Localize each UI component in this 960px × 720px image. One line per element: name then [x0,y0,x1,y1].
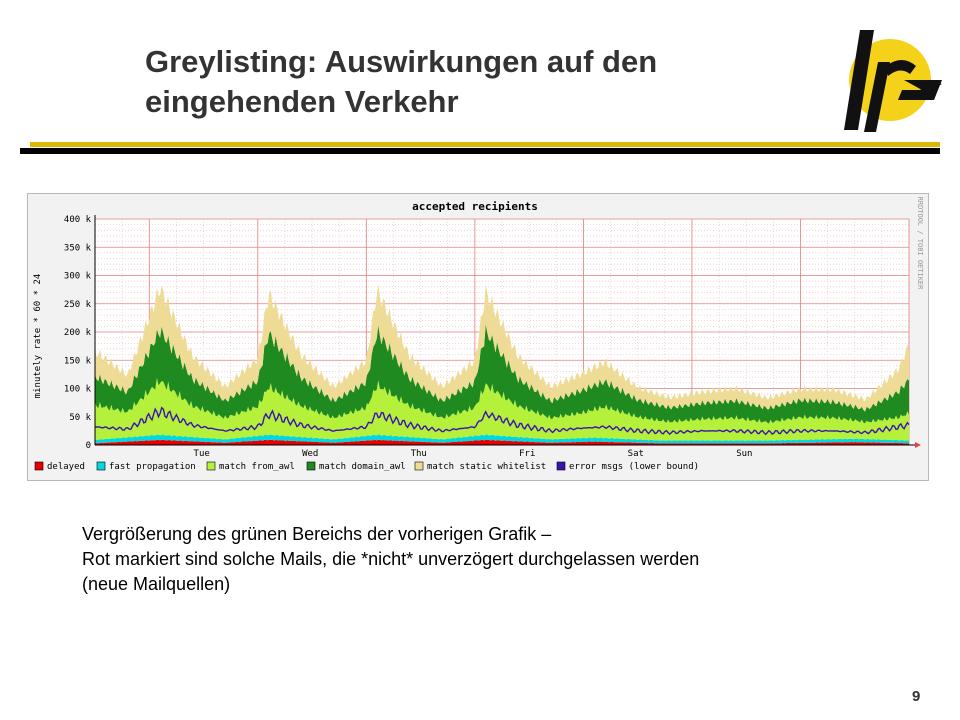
logo-z-diagonal [904,82,942,100]
slide-caption: Vergrößerung des grünen Bereichs der vor… [82,522,912,597]
title-rule-gold [30,142,940,147]
series-line-error-msgs [94,406,910,436]
caption-line-3: (neue Mailquellen) [82,574,231,594]
slide-title: Greylisting: Auswirkungen auf den eingeh… [145,42,805,122]
x-axis-arrow [915,442,921,448]
x-tick-label: Sun [736,449,752,459]
y-tick-label: 0 [86,441,91,451]
x-tick-label: Sat [628,449,644,459]
x-tick-label: Thu [411,449,427,459]
title-line-2: eingehenden Verkehr [145,84,459,119]
caption-line-1: Vergrößerung des grünen Bereichs der vor… [82,524,552,544]
y-tick-label: 100 k [64,385,92,395]
legend-label: fast propagation [109,462,196,472]
caption-line-2: Rot markiert sind solche Mails, die *nic… [82,549,700,569]
series-area-delayed [95,439,909,445]
accepted-recipients-chart: 0 50 k 100 k 150 k 200 k 250 k 300 k 350 k 400 k… [27,193,929,481]
y-tick-label: 400 k [64,215,92,225]
series-area-match-domain-awl [95,324,909,424]
legend-swatch [306,461,316,471]
legend-label: error msgs (lower bound) [569,462,699,472]
page-number: 9 [912,688,921,705]
legend-label: match domain_awl [319,462,406,472]
series-area-match-static-whitelist [95,284,909,412]
y-tick-label: 350 k [64,243,92,253]
legend: delayed fast propagation match from_awl mat… [34,461,699,472]
legend-swatch [414,461,424,471]
logo-text: lrz [892,133,894,135]
legend-label: match from_awl [219,462,295,472]
lrz-logo: lrz [844,30,942,135]
series-area-fast-propagation [95,434,909,444]
y-axis-label: minutely rate * 60 * 24 [33,274,43,399]
tick-labels: 0 50 k 100 k 150 k 200 k 250 k 300 k 350 k 400 k… [64,215,753,459]
x-tick-label: Wed [302,449,318,459]
legend-swatch [34,461,44,471]
legend-swatch [556,461,566,471]
logo-r-stroke [864,62,890,132]
legend-label: match static whitelist [427,462,546,472]
title-line-1: Greylisting: Auswirkungen auf den [145,44,658,79]
legend-swatch [206,461,216,471]
legend-label: delayed [47,462,85,472]
y-tick-label: 250 k [64,300,92,310]
axes [94,215,921,448]
chart-title: accepted recipients [412,200,538,213]
logo-l-stroke [844,30,874,130]
y-tick-label: 300 k [64,272,92,282]
y-tick-label: 150 k [64,356,92,366]
x-tick-label: Fri [519,449,535,459]
side-watermark: RRDTOOL / TOBI OETIKER [916,197,924,291]
y-tick-label: 50 k [69,413,91,423]
logo-r-arm [886,60,916,76]
logo-yellow-disc [849,39,931,121]
x-tick-label: Tue [194,449,210,459]
title-rule-black [20,148,940,154]
series-lines [94,406,910,436]
y-tick-label: 200 k [64,328,92,338]
legend-swatch [96,461,106,471]
